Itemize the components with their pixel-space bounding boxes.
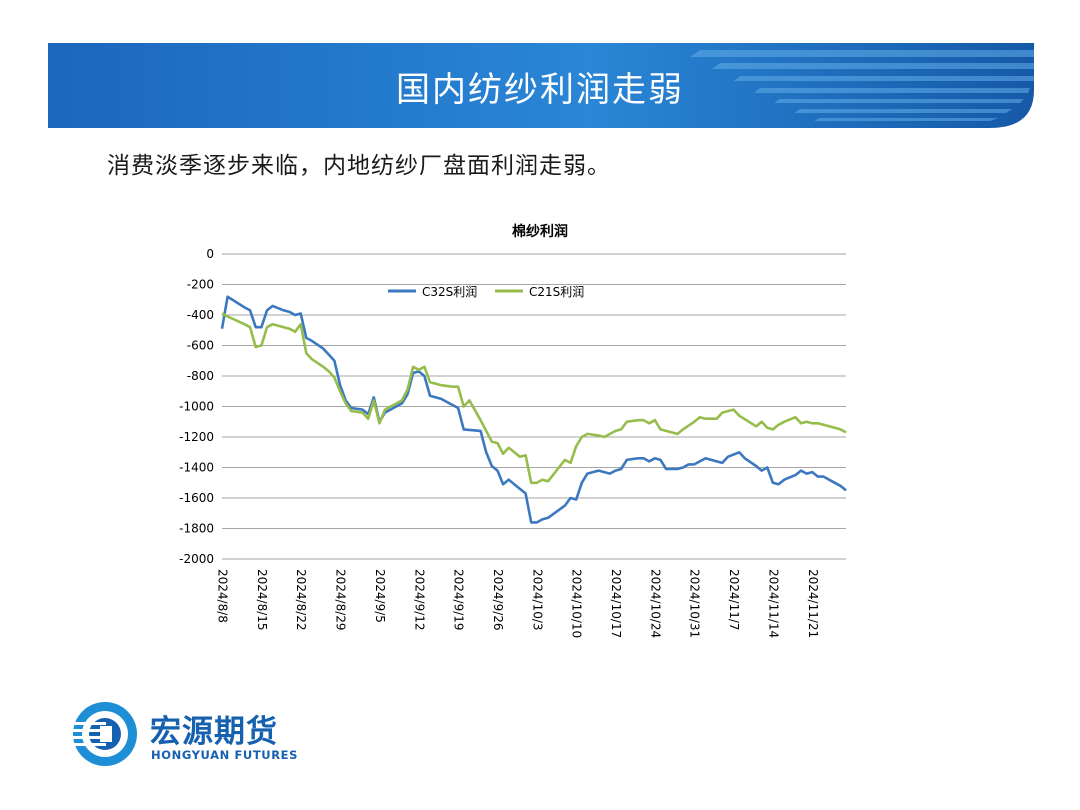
x-tick-label: 2024/10/31 xyxy=(688,569,702,638)
series-line-c21s xyxy=(221,312,847,485)
x-tick-label: 2024/10/24 xyxy=(648,569,662,638)
series-line-c32s xyxy=(220,295,847,524)
page-title: 国内纺纱利润走弱 xyxy=(396,70,684,110)
y-gridlines xyxy=(222,253,846,560)
y-tick-label: -1200 xyxy=(179,430,214,444)
x-tick-label: 2024/11/7 xyxy=(727,569,741,631)
y-tick-label: -1600 xyxy=(179,491,214,505)
y-tick-label: -1000 xyxy=(179,400,214,414)
y-tick-label: 0 xyxy=(206,247,214,261)
company-name-cn: 宏源期货 xyxy=(150,714,278,750)
y-tick-labels: 0 -200 -400 -600 -800 -1000 -1200 -1400 -1600 -18… xyxy=(179,247,214,566)
chart-legend: C32S利润 C21S利润 xyxy=(388,285,584,299)
company-name-en: HONGYUAN FUTURES xyxy=(151,748,299,762)
x-tick-label: 2024/8/8 xyxy=(216,569,230,623)
x-tick-label: 2024/8/29 xyxy=(334,569,348,631)
x-tick-label: 2024/10/10 xyxy=(570,569,584,638)
x-tick-label: 2024/8/22 xyxy=(294,569,308,631)
y-tick-label: -1800 xyxy=(179,522,214,536)
legend-label-c32: C32S利润 xyxy=(422,285,477,299)
page-subtitle: 消费淡季逐步来临，内地纺纱厂盘面利润走弱。 xyxy=(107,153,611,179)
x-tick-labels: 2024/8/8 2024/8/15 2024/8/22 2024/8/29 2024/… xyxy=(216,569,820,638)
x-tick-label: 2024/11/21 xyxy=(806,569,820,638)
x-tick-label: 2024/9/26 xyxy=(491,569,505,631)
x-tick-label: 2024/10/17 xyxy=(609,569,623,638)
x-tick-label: 2024/9/12 xyxy=(412,569,426,631)
y-tick-label: -800 xyxy=(187,369,214,383)
profit-line-chart: 棉纱利润 0 -200 -400 -600 -800 -1000 -1200 -1400 -16… xyxy=(179,223,847,638)
y-tick-label: -200 xyxy=(187,278,214,292)
y-tick-label: -1400 xyxy=(179,461,214,475)
x-tick-label: 2024/8/15 xyxy=(255,569,269,631)
x-tick-label: 2024/9/19 xyxy=(452,569,466,631)
x-tick-label: 2024/10/3 xyxy=(530,569,544,631)
x-tick-label: 2024/9/5 xyxy=(373,569,387,623)
chart-title: 棉纱利润 xyxy=(512,223,568,240)
legend-label-c21: C21S利润 xyxy=(529,285,584,299)
y-tick-label: -400 xyxy=(187,308,214,322)
y-tick-label: -2000 xyxy=(179,552,214,566)
title-banner xyxy=(48,43,1034,128)
company-logo-icon xyxy=(72,702,137,766)
y-tick-label: -600 xyxy=(187,339,214,353)
series-lines xyxy=(220,295,847,524)
x-tick-label: 2024/11/14 xyxy=(766,569,780,638)
